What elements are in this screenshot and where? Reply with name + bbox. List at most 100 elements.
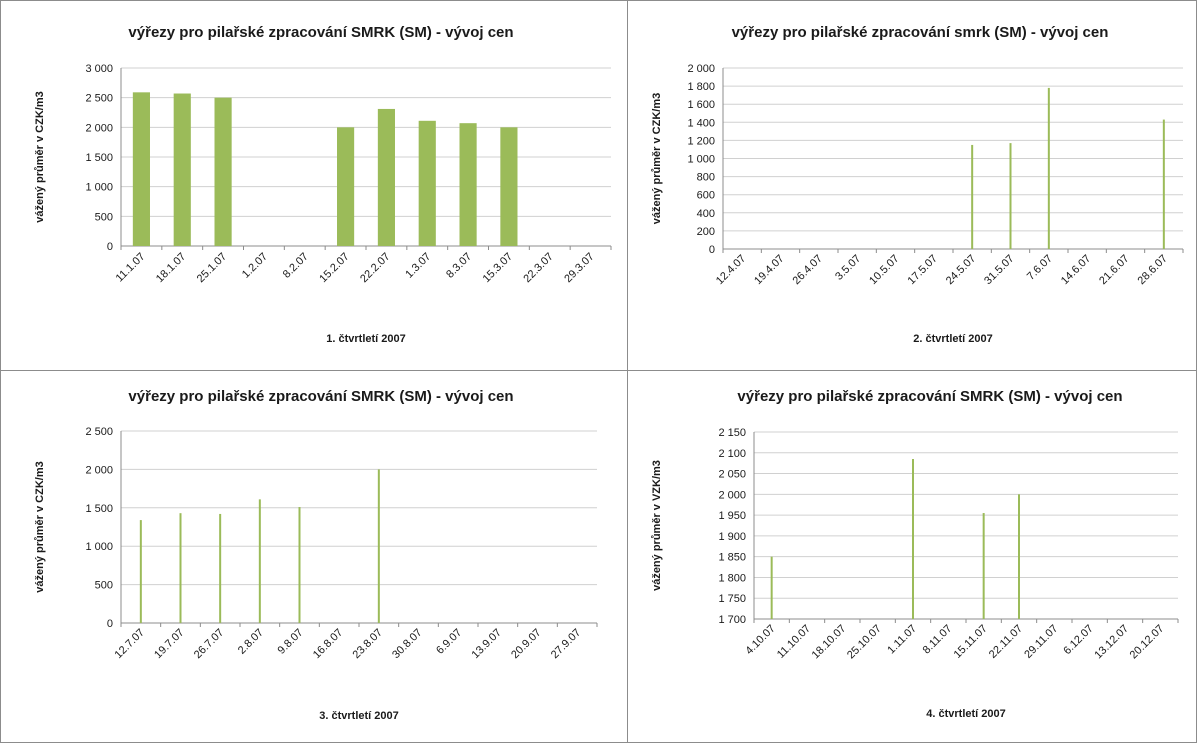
y-tick-label: 500 — [95, 580, 113, 592]
bar — [214, 97, 232, 247]
y-tick-label: 1 000 — [85, 182, 113, 194]
chart-panel-q4: výřezy pro pilařské zpracování SMRK (SM)… — [627, 370, 1197, 743]
x-tick-label: 27.9.07 — [549, 627, 583, 661]
bar — [1009, 143, 1012, 249]
x-tick-label: 11.10.07 — [775, 623, 813, 661]
y-tick-label: 1 850 — [718, 552, 746, 564]
y-tick-label: 600 — [697, 190, 715, 202]
chart-title: výřezy pro pilařské zpracování SMRK (SM)… — [128, 388, 513, 405]
bar — [377, 108, 395, 246]
x-tick-label: 22.2.07 — [358, 251, 392, 285]
y-tick-label: 0 — [107, 618, 113, 630]
x-tick-label: 6.9.07 — [434, 627, 464, 657]
bar — [173, 93, 191, 246]
x-tick-label: 12.4.07 — [714, 253, 748, 287]
x-tick-label: 22.3.07 — [521, 251, 555, 285]
y-tick-label: 1 700 — [718, 614, 746, 626]
x-tick-label: 20.12.07 — [1128, 623, 1167, 662]
y-tick-label: 2 150 — [718, 427, 746, 439]
x-tick-label: 16.8.07 — [311, 627, 345, 661]
x-tick-label: 14.6.07 — [1059, 253, 1093, 287]
x-tick-label: 21.6.07 — [1097, 253, 1131, 287]
x-tick-label: 15.2.07 — [317, 251, 351, 285]
bar — [139, 520, 142, 623]
bar — [459, 123, 477, 246]
bar — [179, 513, 182, 623]
chart-q2: výřezy pro pilařské zpracování smrk (SM)… — [651, 24, 1184, 345]
x-tick-label: 17.5.07 — [906, 253, 940, 287]
chart-q1: výřezy pro pilařské zpracování SMRK (SM)… — [34, 24, 612, 345]
bar — [912, 459, 914, 619]
x-tick-label: 11.1.07 — [114, 251, 148, 285]
chart-q4: výřezy pro pilařské zpracování SMRK (SM)… — [651, 388, 1179, 720]
bar — [418, 120, 436, 246]
bar — [982, 513, 985, 619]
y-axis-label: vážený průměr v CZK/m3 — [34, 91, 46, 222]
x-tick-label: 24.5.07 — [944, 253, 978, 287]
y-tick-label: 1 200 — [687, 135, 715, 147]
x-tick-label: 28.6.07 — [1136, 253, 1170, 287]
x-tick-label: 6.12.07 — [1061, 623, 1095, 657]
x-tick-label: 19.4.07 — [752, 253, 786, 287]
y-tick-label: 2 000 — [85, 122, 113, 134]
bar — [219, 513, 222, 623]
chart-panel-q2: výřezy pro pilařské zpracování smrk (SM)… — [627, 0, 1197, 371]
y-tick-label: 2 000 — [85, 464, 113, 476]
chart-panel-q1: výřezy pro pilařské zpracování SMRK (SM)… — [0, 0, 628, 371]
x-tick-label: 7.6.07 — [1025, 253, 1055, 283]
y-tick-label: 1 800 — [718, 572, 746, 584]
y-tick-label: 1 500 — [85, 503, 113, 515]
x-axis-label: 2. čtvrtletí 2007 — [913, 333, 993, 345]
x-tick-label: 25.10.07 — [845, 623, 884, 662]
y-tick-label: 0 — [709, 244, 715, 256]
x-tick-label: 12.7.07 — [113, 627, 147, 661]
x-tick-label: 22.11.07 — [987, 623, 1025, 661]
y-tick-label: 3 000 — [85, 63, 113, 75]
chart-title: výřezy pro pilařské zpracování SMRK (SM)… — [128, 24, 513, 41]
y-tick-label: 1 900 — [718, 531, 746, 543]
x-tick-label: 29.3.07 — [562, 251, 596, 285]
y-tick-label: 2 500 — [85, 93, 113, 105]
x-tick-label: 23.8.07 — [351, 627, 385, 661]
x-tick-label: 3.5.07 — [833, 253, 863, 283]
bar — [377, 469, 380, 623]
chart-q3: výřezy pro pilařské zpracování SMRK (SM)… — [34, 388, 598, 722]
y-tick-label: 1 800 — [687, 81, 715, 93]
y-tick-label: 1 400 — [687, 117, 715, 129]
x-tick-label: 1.11.07 — [885, 623, 919, 657]
bar — [971, 144, 974, 249]
x-tick-label: 4.10.07 — [743, 623, 777, 657]
x-tick-label: 10.5.07 — [867, 253, 901, 287]
x-tick-label: 13.9.07 — [470, 627, 504, 661]
bar — [337, 127, 355, 246]
x-tick-label: 2.8.07 — [236, 627, 266, 657]
y-axis-label: vážený průměr v CZK/m3 — [651, 93, 663, 224]
x-axis-label: 1. čtvrtletí 2007 — [326, 333, 406, 345]
x-tick-label: 26.7.07 — [192, 627, 226, 661]
bar — [1018, 494, 1020, 619]
y-tick-label: 1 600 — [687, 99, 715, 111]
x-tick-label: 19.7.07 — [152, 627, 186, 661]
y-tick-label: 1 750 — [718, 593, 746, 605]
x-tick-label: 1.3.07 — [403, 251, 433, 281]
x-axis-label: 3. čtvrtletí 2007 — [319, 710, 399, 722]
y-tick-label: 2 000 — [687, 63, 715, 75]
x-tick-label: 8.11.07 — [921, 623, 955, 657]
chart-title: výřezy pro pilařské zpracování SMRK (SM)… — [737, 388, 1122, 405]
bar — [770, 556, 773, 619]
y-tick-label: 1 950 — [718, 510, 746, 522]
y-axis-label: vážený průměr v VZK/m3 — [651, 460, 663, 591]
bar — [258, 499, 261, 623]
bar — [1162, 119, 1165, 250]
y-tick-label: 0 — [107, 241, 113, 253]
y-tick-label: 2 500 — [85, 426, 113, 438]
x-axis-label: 4. čtvrtletí 2007 — [926, 708, 1006, 720]
chart-panel-q3: výřezy pro pilařské zpracování SMRK (SM)… — [0, 370, 628, 743]
x-tick-label: 15.11.07 — [952, 623, 990, 661]
x-tick-label: 30.8.07 — [390, 627, 424, 661]
x-tick-label: 18.1.07 — [154, 251, 188, 285]
y-tick-label: 2 000 — [718, 489, 746, 501]
x-tick-label: 8.3.07 — [444, 251, 474, 281]
x-tick-label: 1.2.07 — [240, 251, 270, 281]
y-tick-label: 1 000 — [85, 541, 113, 553]
